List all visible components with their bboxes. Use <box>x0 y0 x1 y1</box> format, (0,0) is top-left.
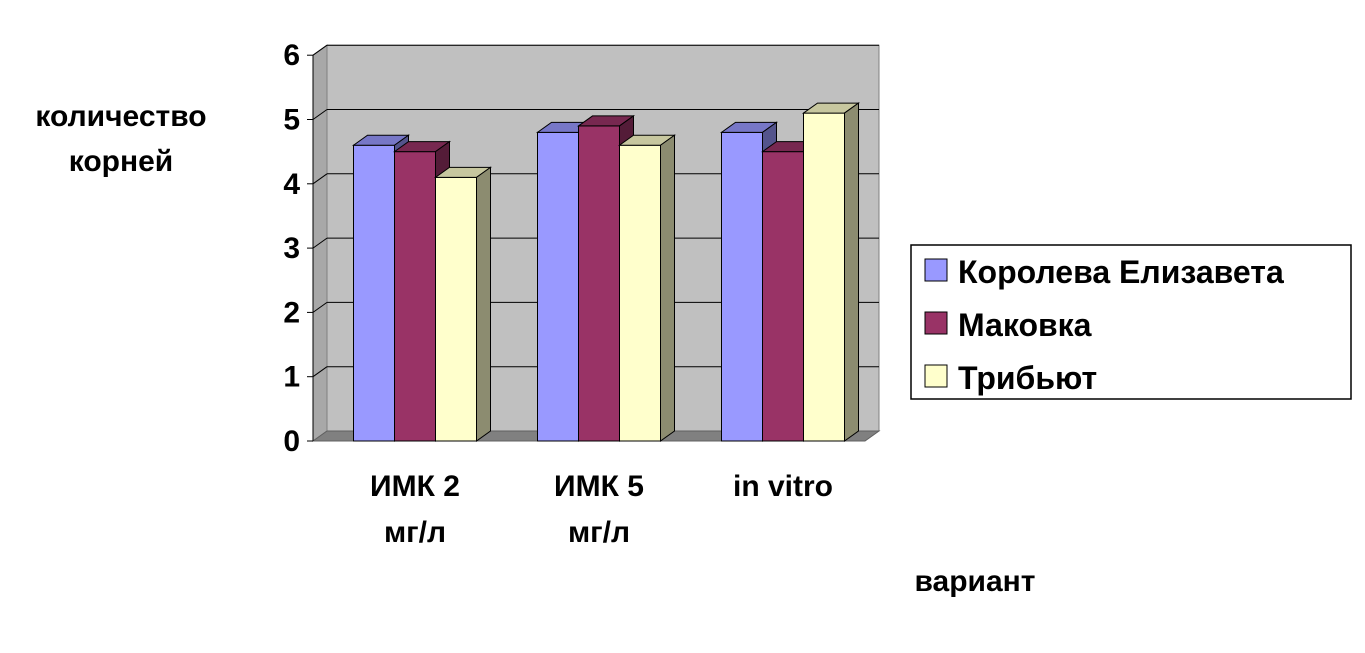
x-axis: ИМК 2 мг/л ИМК 5 мг/л in vitro <box>370 470 833 549</box>
y-tick-label: 2 <box>283 296 300 329</box>
y-tick-label: 3 <box>283 232 300 265</box>
legend-box <box>910 244 1352 400</box>
legend: Королева Елизавета Маковка Трибьют <box>910 244 1352 400</box>
y-tick-label: 5 <box>283 104 300 137</box>
legend-swatch <box>924 364 948 388</box>
x-tick-label-line: ИМК 2 <box>370 470 460 503</box>
bar-front <box>353 144 395 442</box>
x-axis-title-text: вариант <box>915 565 1036 598</box>
x-tick-label-line: ИМК 5 <box>554 470 644 503</box>
x-tick-label-line: in vitro <box>733 470 833 503</box>
gridline-side <box>312 44 328 56</box>
bar-side <box>660 134 675 442</box>
gridline-side <box>312 109 328 120</box>
legend-label: Королева Елизавета <box>958 254 1284 290</box>
gridline-side <box>312 301 328 313</box>
gridline-side <box>312 237 328 249</box>
bar <box>433 166 493 442</box>
bar-front <box>721 131 763 442</box>
y-axis: 0 1 2 3 4 5 6 <box>283 39 314 458</box>
bars <box>351 102 861 442</box>
bar-side <box>476 166 491 442</box>
y-axis-title-text: количество корней <box>35 100 206 178</box>
gridline-side <box>312 173 328 185</box>
gridline-side <box>312 366 328 378</box>
legend-label: Маковка <box>958 307 1092 343</box>
x-tick-label: in vitro <box>733 470 833 503</box>
x-tick-label: ИМК 5 мг/л <box>554 470 644 549</box>
y-tick-label: 4 <box>283 168 300 201</box>
bar <box>617 134 677 442</box>
y-axis-title-line: корней <box>69 145 174 178</box>
x-tick-label: ИМК 2 мг/л <box>370 470 460 549</box>
bar-front <box>619 144 661 442</box>
legend-swatch <box>924 311 948 335</box>
legend-swatch <box>924 258 948 282</box>
y-axis-title-line: количество <box>35 100 206 133</box>
bar-front <box>394 151 436 442</box>
bar-front <box>435 176 477 442</box>
bar-front <box>803 112 845 442</box>
bar <box>801 102 861 442</box>
x-axis-title: вариант <box>915 565 1036 598</box>
bar-front <box>578 125 620 442</box>
x-tick-label-line: мг/л <box>568 516 630 549</box>
bar-side <box>844 102 859 442</box>
y-axis-title: количество корней <box>35 100 206 178</box>
y-tick-label: 6 <box>283 39 300 72</box>
legend-label: Трибьют <box>958 360 1097 396</box>
y-tick-label: 1 <box>283 361 300 394</box>
y-tick-label: 0 <box>283 425 300 458</box>
bar-front <box>537 131 579 442</box>
x-tick-label-line: мг/л <box>384 516 446 549</box>
bar-front <box>762 151 804 442</box>
